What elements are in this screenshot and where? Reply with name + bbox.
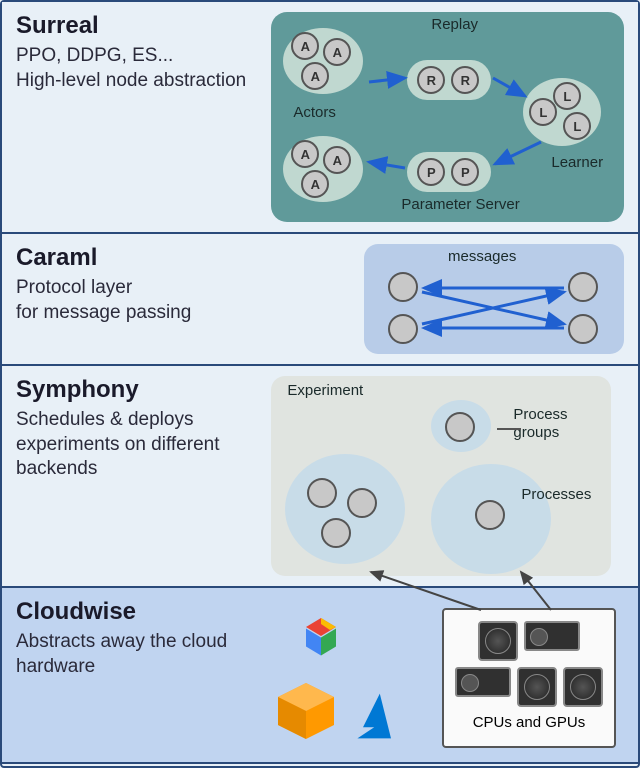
process-node: [321, 518, 351, 548]
actor-node: A: [301, 62, 329, 90]
process-node: [475, 500, 505, 530]
cpu-chip-icon: [517, 667, 557, 707]
hw-arrows: [271, 568, 631, 618]
replay-group: R R: [407, 60, 491, 100]
experiment-box: Experiment Processgroups Processes: [271, 376, 611, 576]
cloudwise-title: Cloudwise: [16, 598, 263, 626]
cloudwise-desc: Abstracts away the cloud hardware: [16, 630, 263, 679]
param-node: P: [417, 158, 445, 186]
learner-node: L: [553, 82, 581, 110]
hardware-box: CPUs and GPUs: [442, 608, 616, 748]
process-node: [347, 488, 377, 518]
replay-label: Replay: [431, 16, 478, 33]
gpu-card-icon: [524, 621, 580, 651]
process-group-big2: [431, 464, 551, 574]
hw-label: CPUs and GPUs: [452, 714, 606, 731]
process-group-big: [285, 454, 405, 564]
connector-line: [497, 428, 521, 430]
actors-label: Actors: [293, 104, 336, 121]
caraml-diagram: messages: [364, 244, 624, 354]
process-node: [307, 478, 337, 508]
surreal-desc: PPO, DDPG, ES... High-level node abstrac…: [16, 44, 263, 93]
pserver-group: P P: [407, 152, 491, 192]
actor-node: A: [291, 32, 319, 60]
symphony-layer: Symphony Schedules & deploys experiments…: [2, 366, 638, 588]
experiment-label: Experiment: [287, 382, 363, 399]
symphony-desc: Schedules & deploys experiments on diffe…: [16, 408, 263, 482]
caraml-arrows: [364, 244, 624, 354]
process-group-small: [431, 400, 491, 452]
process-groups-label: Processgroups: [513, 406, 567, 442]
symphony-title: Symphony: [16, 376, 263, 404]
param-node: P: [451, 158, 479, 186]
cpu-chip-icon: [563, 667, 603, 707]
learner-group: L L L: [523, 78, 601, 146]
actors-group-2: A A A: [283, 136, 363, 202]
surreal-diagram: Replay A A A A A A Actors R R P P: [271, 12, 624, 222]
actor-node: A: [291, 140, 319, 168]
caraml-title: Caraml: [16, 244, 263, 272]
surreal-title: Surreal: [16, 12, 263, 40]
cloudwise-layer: Cloudwise Abstracts away the cloud hardw…: [2, 588, 638, 764]
learner-node: L: [529, 98, 557, 126]
learner-label: Learner: [551, 154, 603, 171]
surreal-layer: Surreal PPO, DDPG, ES... High-level node…: [2, 2, 638, 234]
replay-node: R: [417, 66, 445, 94]
azure-logo-icon: [349, 686, 405, 746]
pserver-label: Parameter Server: [401, 196, 519, 213]
actor-node: A: [323, 146, 351, 174]
process-node: [445, 412, 475, 442]
gpu-card-icon: [455, 667, 511, 697]
caraml-desc: Protocol layer for message passing: [16, 276, 263, 325]
actors-group-1: A A A: [283, 28, 363, 94]
processes-label: Processes: [521, 486, 591, 503]
caraml-layer: Caraml Protocol layer for message passin…: [2, 234, 638, 366]
aws-logo-icon: [271, 676, 341, 746]
learner-node: L: [563, 112, 591, 140]
cpu-chip-icon: [478, 621, 518, 661]
replay-node: R: [451, 66, 479, 94]
actor-node: A: [323, 38, 351, 66]
actor-node: A: [301, 170, 329, 198]
